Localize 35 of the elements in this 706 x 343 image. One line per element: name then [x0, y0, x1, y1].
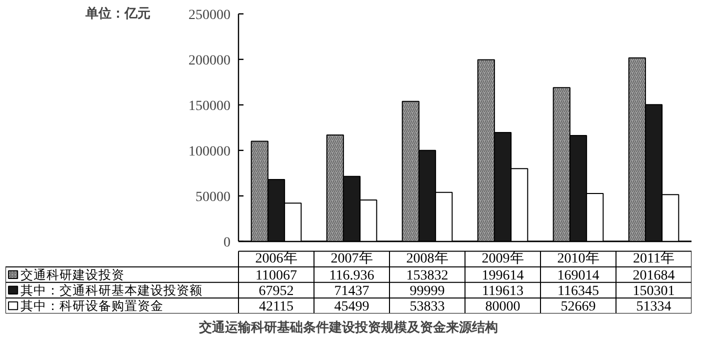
x-tick-label: 2008年 — [406, 250, 448, 267]
legend-label: 交通科研建设投资 — [20, 267, 125, 282]
y-tick-label: 200000 — [188, 53, 230, 68]
y-tick-label: 50000 — [196, 190, 230, 205]
data-label: 116345 — [558, 284, 599, 300]
data-label: 199614 — [482, 268, 524, 284]
data-label: 71437 — [334, 284, 370, 300]
data-label: 80000 — [485, 300, 520, 315]
data-label: 51334 — [636, 300, 672, 315]
x-tick-label: 2010年 — [557, 250, 600, 267]
y-tick-label: 250000 — [188, 8, 230, 23]
data-label: 201684 — [632, 268, 675, 284]
y-tick-label: 0 — [224, 235, 230, 250]
data-label: 116.936 — [329, 268, 374, 284]
data-label: 150301 — [632, 284, 675, 300]
x-tick-label: 2011年 — [633, 250, 674, 267]
text: 交通运输科研基础条件建设投资规模及资金来源结构 — [198, 320, 498, 336]
data-label: 153832 — [406, 268, 448, 284]
legend-label: 其中：交通科研基本建设投资额 — [20, 282, 203, 298]
legend-label: 其中：科研设备购置资金 — [20, 298, 164, 314]
data-label: 67952 — [258, 284, 294, 300]
x-tick-label: 2009年 — [482, 250, 524, 267]
y-axis-title: 单位：亿元 — [84, 5, 150, 22]
y-tick-label: 100000 — [188, 144, 230, 160]
data-label: 169014 — [557, 268, 600, 284]
data-label: 53833 — [410, 300, 445, 315]
data-label: 45499 — [334, 300, 370, 315]
data-label: 119613 — [482, 284, 524, 300]
y-tick-label: 150000 — [188, 98, 230, 114]
data-label: 110067 — [256, 268, 297, 284]
x-tick-label: 2006年 — [255, 250, 298, 267]
data-label: 99999 — [410, 284, 445, 300]
data-label: 42115 — [259, 300, 294, 315]
data-label: 52669 — [560, 300, 596, 315]
x-tick-label: 2007年 — [330, 250, 373, 267]
